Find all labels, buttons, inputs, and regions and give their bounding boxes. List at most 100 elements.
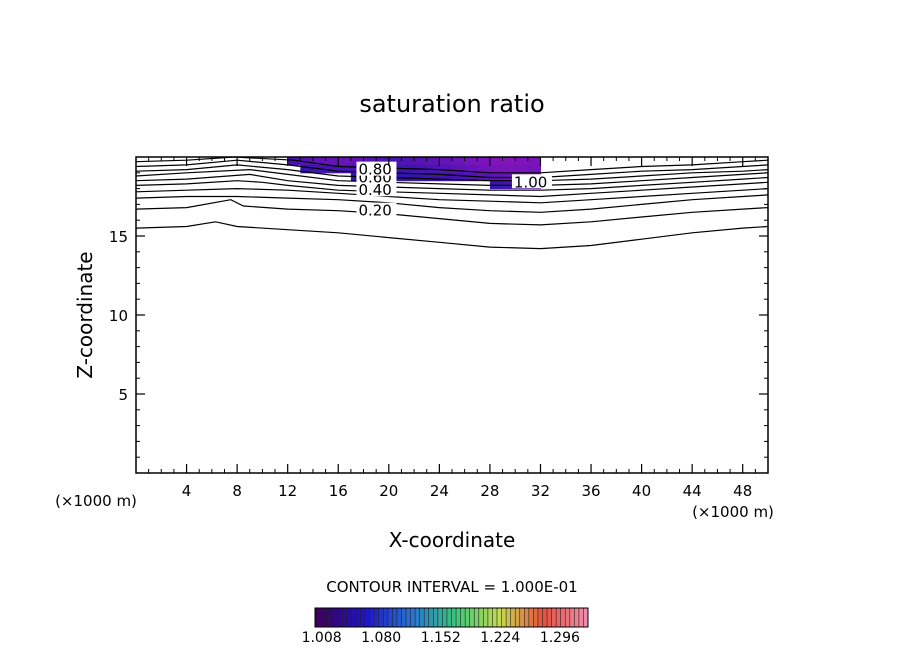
colorbar-swatch bbox=[428, 608, 434, 627]
contour-line bbox=[135, 159, 769, 179]
filled-cell bbox=[350, 157, 365, 166]
contour-line bbox=[135, 194, 769, 213]
contour-label: 0.40 bbox=[358, 181, 391, 199]
colorbar-swatch bbox=[433, 608, 439, 627]
colorbar-swatch bbox=[360, 608, 366, 627]
colorbar-swatch bbox=[483, 608, 489, 627]
contour-label-bg bbox=[511, 174, 552, 189]
colorbar-swatch bbox=[537, 608, 543, 627]
filled-cell bbox=[401, 157, 415, 166]
colorbar-swatch bbox=[510, 608, 516, 627]
colorbar-swatch bbox=[569, 608, 575, 627]
x-tick-label: 32 bbox=[531, 482, 550, 500]
colorbar-swatch bbox=[547, 608, 552, 627]
filled-cell bbox=[477, 157, 491, 166]
filled-cell bbox=[452, 157, 466, 166]
colorbar-tick-label: 1.008 bbox=[302, 630, 342, 646]
contour-label-bg bbox=[356, 161, 397, 176]
filled-cell bbox=[414, 172, 428, 182]
colorbar-swatch bbox=[515, 608, 521, 627]
colorbar-tick-label: 1.080 bbox=[361, 630, 401, 646]
contour-label-bg bbox=[356, 182, 397, 197]
filled-cell bbox=[426, 157, 440, 166]
plot-background bbox=[136, 157, 768, 473]
filled-cell bbox=[452, 164, 466, 174]
contour-lines bbox=[135, 156, 769, 250]
colorbar-swatch bbox=[419, 608, 425, 627]
colorbar-swatch bbox=[401, 608, 407, 627]
colorbar: 1.008 1.080 1.152 1.224 1.296 bbox=[302, 607, 589, 646]
colorbar-swatch bbox=[524, 608, 530, 627]
colorbar-swatch bbox=[533, 608, 539, 627]
colorbar-swatch bbox=[365, 608, 370, 627]
filled-cell bbox=[439, 157, 453, 166]
filled-cell bbox=[477, 164, 491, 174]
filled-cell bbox=[464, 157, 478, 166]
x-axis-label: X-coordinate bbox=[389, 528, 516, 552]
filled-cell bbox=[515, 164, 529, 174]
colorbar-swatch bbox=[319, 608, 325, 627]
contour-line bbox=[135, 164, 769, 182]
x-tick-label: 40 bbox=[632, 482, 651, 500]
colorbar-swatch bbox=[519, 608, 525, 627]
colorbar-swatch bbox=[374, 608, 379, 627]
contour-interval-note: CONTOUR INTERVAL = 1.000E-01 bbox=[326, 578, 577, 596]
x-units-right: (×1000 m) bbox=[692, 503, 774, 521]
colorbar-frame bbox=[314, 607, 589, 628]
colorbar-swatch bbox=[560, 608, 566, 627]
colorbar-swatch bbox=[324, 608, 329, 627]
colorbar-swatch bbox=[565, 608, 571, 627]
colorbar-swatch bbox=[410, 608, 416, 627]
contour-line bbox=[135, 221, 769, 250]
chart-title: saturation ratio bbox=[359, 90, 544, 118]
colorbar-swatch bbox=[497, 608, 502, 627]
contour-line bbox=[135, 187, 769, 204]
filled-cell bbox=[489, 164, 504, 174]
colorbar-swatch bbox=[396, 608, 402, 627]
colorbar-swatch bbox=[487, 608, 493, 627]
colorbar-swatch bbox=[578, 608, 584, 627]
contour-labels: 0.200.400.600.801.00 bbox=[356, 161, 552, 220]
filled-cell bbox=[439, 172, 453, 182]
colorbar-swatch bbox=[342, 608, 348, 627]
filled-cell bbox=[464, 164, 478, 174]
contour-line bbox=[135, 173, 769, 191]
colorbar-swatch bbox=[465, 608, 470, 627]
filled-cell bbox=[527, 164, 541, 174]
plot-area: 0.200.400.600.801.00 4 8 12 16 20 24 28 32 36 40 4… bbox=[109, 156, 769, 500]
x-units-left: (×1000 m) bbox=[55, 492, 137, 510]
contour-line bbox=[135, 199, 769, 226]
x-tick-label: 16 bbox=[329, 482, 348, 500]
contour-label: 0.20 bbox=[358, 202, 391, 220]
colorbar-swatch bbox=[387, 608, 393, 627]
contour-label: 0.80 bbox=[358, 161, 391, 179]
y-tick-label: 10 bbox=[109, 307, 128, 325]
filled-cell bbox=[325, 157, 339, 166]
x-tick-label: 12 bbox=[278, 482, 297, 500]
x-tick-label: 28 bbox=[480, 482, 499, 500]
colorbar-swatch bbox=[392, 608, 398, 627]
colorbar-swatch bbox=[355, 608, 361, 627]
colorbar-tick-label: 1.224 bbox=[480, 630, 520, 646]
colorbar-swatch bbox=[383, 608, 389, 627]
x-tick-label: 24 bbox=[430, 482, 449, 500]
colorbar-swatch bbox=[351, 608, 357, 627]
contour-label: 1.00 bbox=[514, 173, 547, 191]
colorbar-swatch bbox=[378, 608, 384, 627]
colorbar-swatch bbox=[424, 608, 430, 627]
x-tick-label: 4 bbox=[182, 482, 192, 500]
colorbar-swatch bbox=[574, 608, 580, 627]
colorbar-swatch bbox=[460, 608, 466, 627]
filled-cell bbox=[414, 157, 428, 166]
filled-cell bbox=[287, 157, 301, 166]
filled-cell bbox=[388, 157, 402, 166]
colorbar-swatch bbox=[415, 608, 420, 627]
contour-line bbox=[135, 168, 769, 186]
filled-cell bbox=[502, 164, 516, 174]
colorbar-swatch bbox=[333, 608, 339, 627]
colorbar-swatch bbox=[528, 608, 534, 627]
x-tick-label: 36 bbox=[581, 482, 600, 500]
colorbar-swatch bbox=[551, 608, 557, 627]
